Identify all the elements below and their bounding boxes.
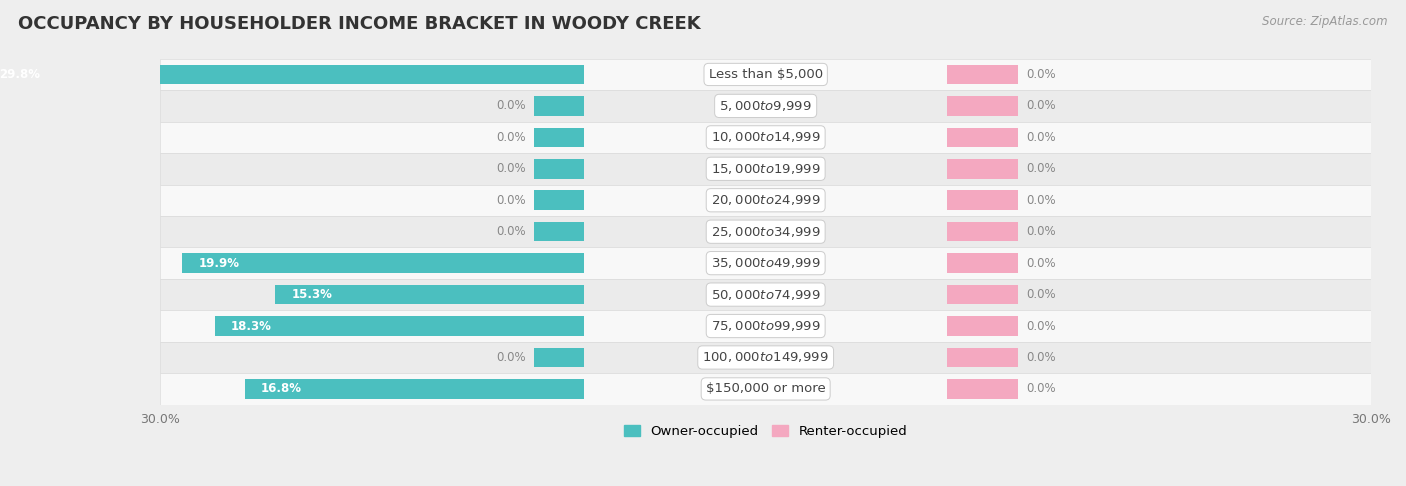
Text: Less than $5,000: Less than $5,000 xyxy=(709,68,823,81)
Text: 0.0%: 0.0% xyxy=(1026,131,1056,144)
Bar xyxy=(948,159,1018,178)
Bar xyxy=(948,128,1018,147)
Text: $20,000 to $24,999: $20,000 to $24,999 xyxy=(711,193,821,207)
Text: 0.0%: 0.0% xyxy=(496,194,526,207)
Bar xyxy=(183,253,583,273)
Text: 0.0%: 0.0% xyxy=(1026,288,1056,301)
Bar xyxy=(948,253,1018,273)
Text: $50,000 to $74,999: $50,000 to $74,999 xyxy=(711,288,821,302)
Bar xyxy=(948,222,1018,242)
Bar xyxy=(160,216,1371,247)
Bar xyxy=(160,59,1371,90)
Bar xyxy=(534,347,583,367)
Text: 0.0%: 0.0% xyxy=(496,162,526,175)
Bar xyxy=(160,247,1371,279)
Text: Source: ZipAtlas.com: Source: ZipAtlas.com xyxy=(1263,15,1388,28)
Legend: Owner-occupied, Renter-occupied: Owner-occupied, Renter-occupied xyxy=(619,419,912,443)
Bar xyxy=(948,316,1018,336)
Bar xyxy=(948,285,1018,304)
Bar xyxy=(534,128,583,147)
Bar xyxy=(534,159,583,178)
Text: 0.0%: 0.0% xyxy=(496,100,526,112)
Text: 0.0%: 0.0% xyxy=(1026,382,1056,396)
Text: 0.0%: 0.0% xyxy=(1026,351,1056,364)
Bar xyxy=(215,316,583,336)
Bar xyxy=(160,153,1371,185)
Text: 29.8%: 29.8% xyxy=(0,68,39,81)
Bar xyxy=(534,96,583,116)
Text: $150,000 or more: $150,000 or more xyxy=(706,382,825,396)
Bar xyxy=(160,310,1371,342)
Bar xyxy=(160,342,1371,373)
Text: $10,000 to $14,999: $10,000 to $14,999 xyxy=(711,130,821,144)
Bar xyxy=(160,90,1371,122)
Text: $15,000 to $19,999: $15,000 to $19,999 xyxy=(711,162,821,176)
Text: 0.0%: 0.0% xyxy=(496,131,526,144)
Text: 18.3%: 18.3% xyxy=(231,319,271,332)
Bar xyxy=(245,379,583,399)
Text: 0.0%: 0.0% xyxy=(496,225,526,238)
Text: $35,000 to $49,999: $35,000 to $49,999 xyxy=(711,256,821,270)
Text: 0.0%: 0.0% xyxy=(1026,68,1056,81)
Bar xyxy=(948,347,1018,367)
Text: $100,000 to $149,999: $100,000 to $149,999 xyxy=(703,350,830,364)
Text: 0.0%: 0.0% xyxy=(1026,225,1056,238)
Bar xyxy=(948,379,1018,399)
Bar xyxy=(948,65,1018,84)
Bar xyxy=(534,191,583,210)
Bar xyxy=(276,285,583,304)
Text: 0.0%: 0.0% xyxy=(1026,194,1056,207)
Text: $75,000 to $99,999: $75,000 to $99,999 xyxy=(711,319,821,333)
Text: $5,000 to $9,999: $5,000 to $9,999 xyxy=(720,99,813,113)
Text: 0.0%: 0.0% xyxy=(1026,257,1056,270)
Text: 16.8%: 16.8% xyxy=(262,382,302,396)
Bar xyxy=(0,65,583,84)
Text: 0.0%: 0.0% xyxy=(1026,162,1056,175)
Bar xyxy=(948,191,1018,210)
Bar xyxy=(160,279,1371,310)
Text: OCCUPANCY BY HOUSEHOLDER INCOME BRACKET IN WOODY CREEK: OCCUPANCY BY HOUSEHOLDER INCOME BRACKET … xyxy=(18,15,702,33)
Text: 15.3%: 15.3% xyxy=(291,288,332,301)
Bar xyxy=(534,222,583,242)
Text: 19.9%: 19.9% xyxy=(198,257,239,270)
Text: 0.0%: 0.0% xyxy=(1026,319,1056,332)
Bar xyxy=(948,96,1018,116)
Bar xyxy=(160,373,1371,405)
Text: 0.0%: 0.0% xyxy=(496,351,526,364)
Text: 0.0%: 0.0% xyxy=(1026,100,1056,112)
Bar xyxy=(160,185,1371,216)
Bar xyxy=(160,122,1371,153)
Text: $25,000 to $34,999: $25,000 to $34,999 xyxy=(711,225,821,239)
